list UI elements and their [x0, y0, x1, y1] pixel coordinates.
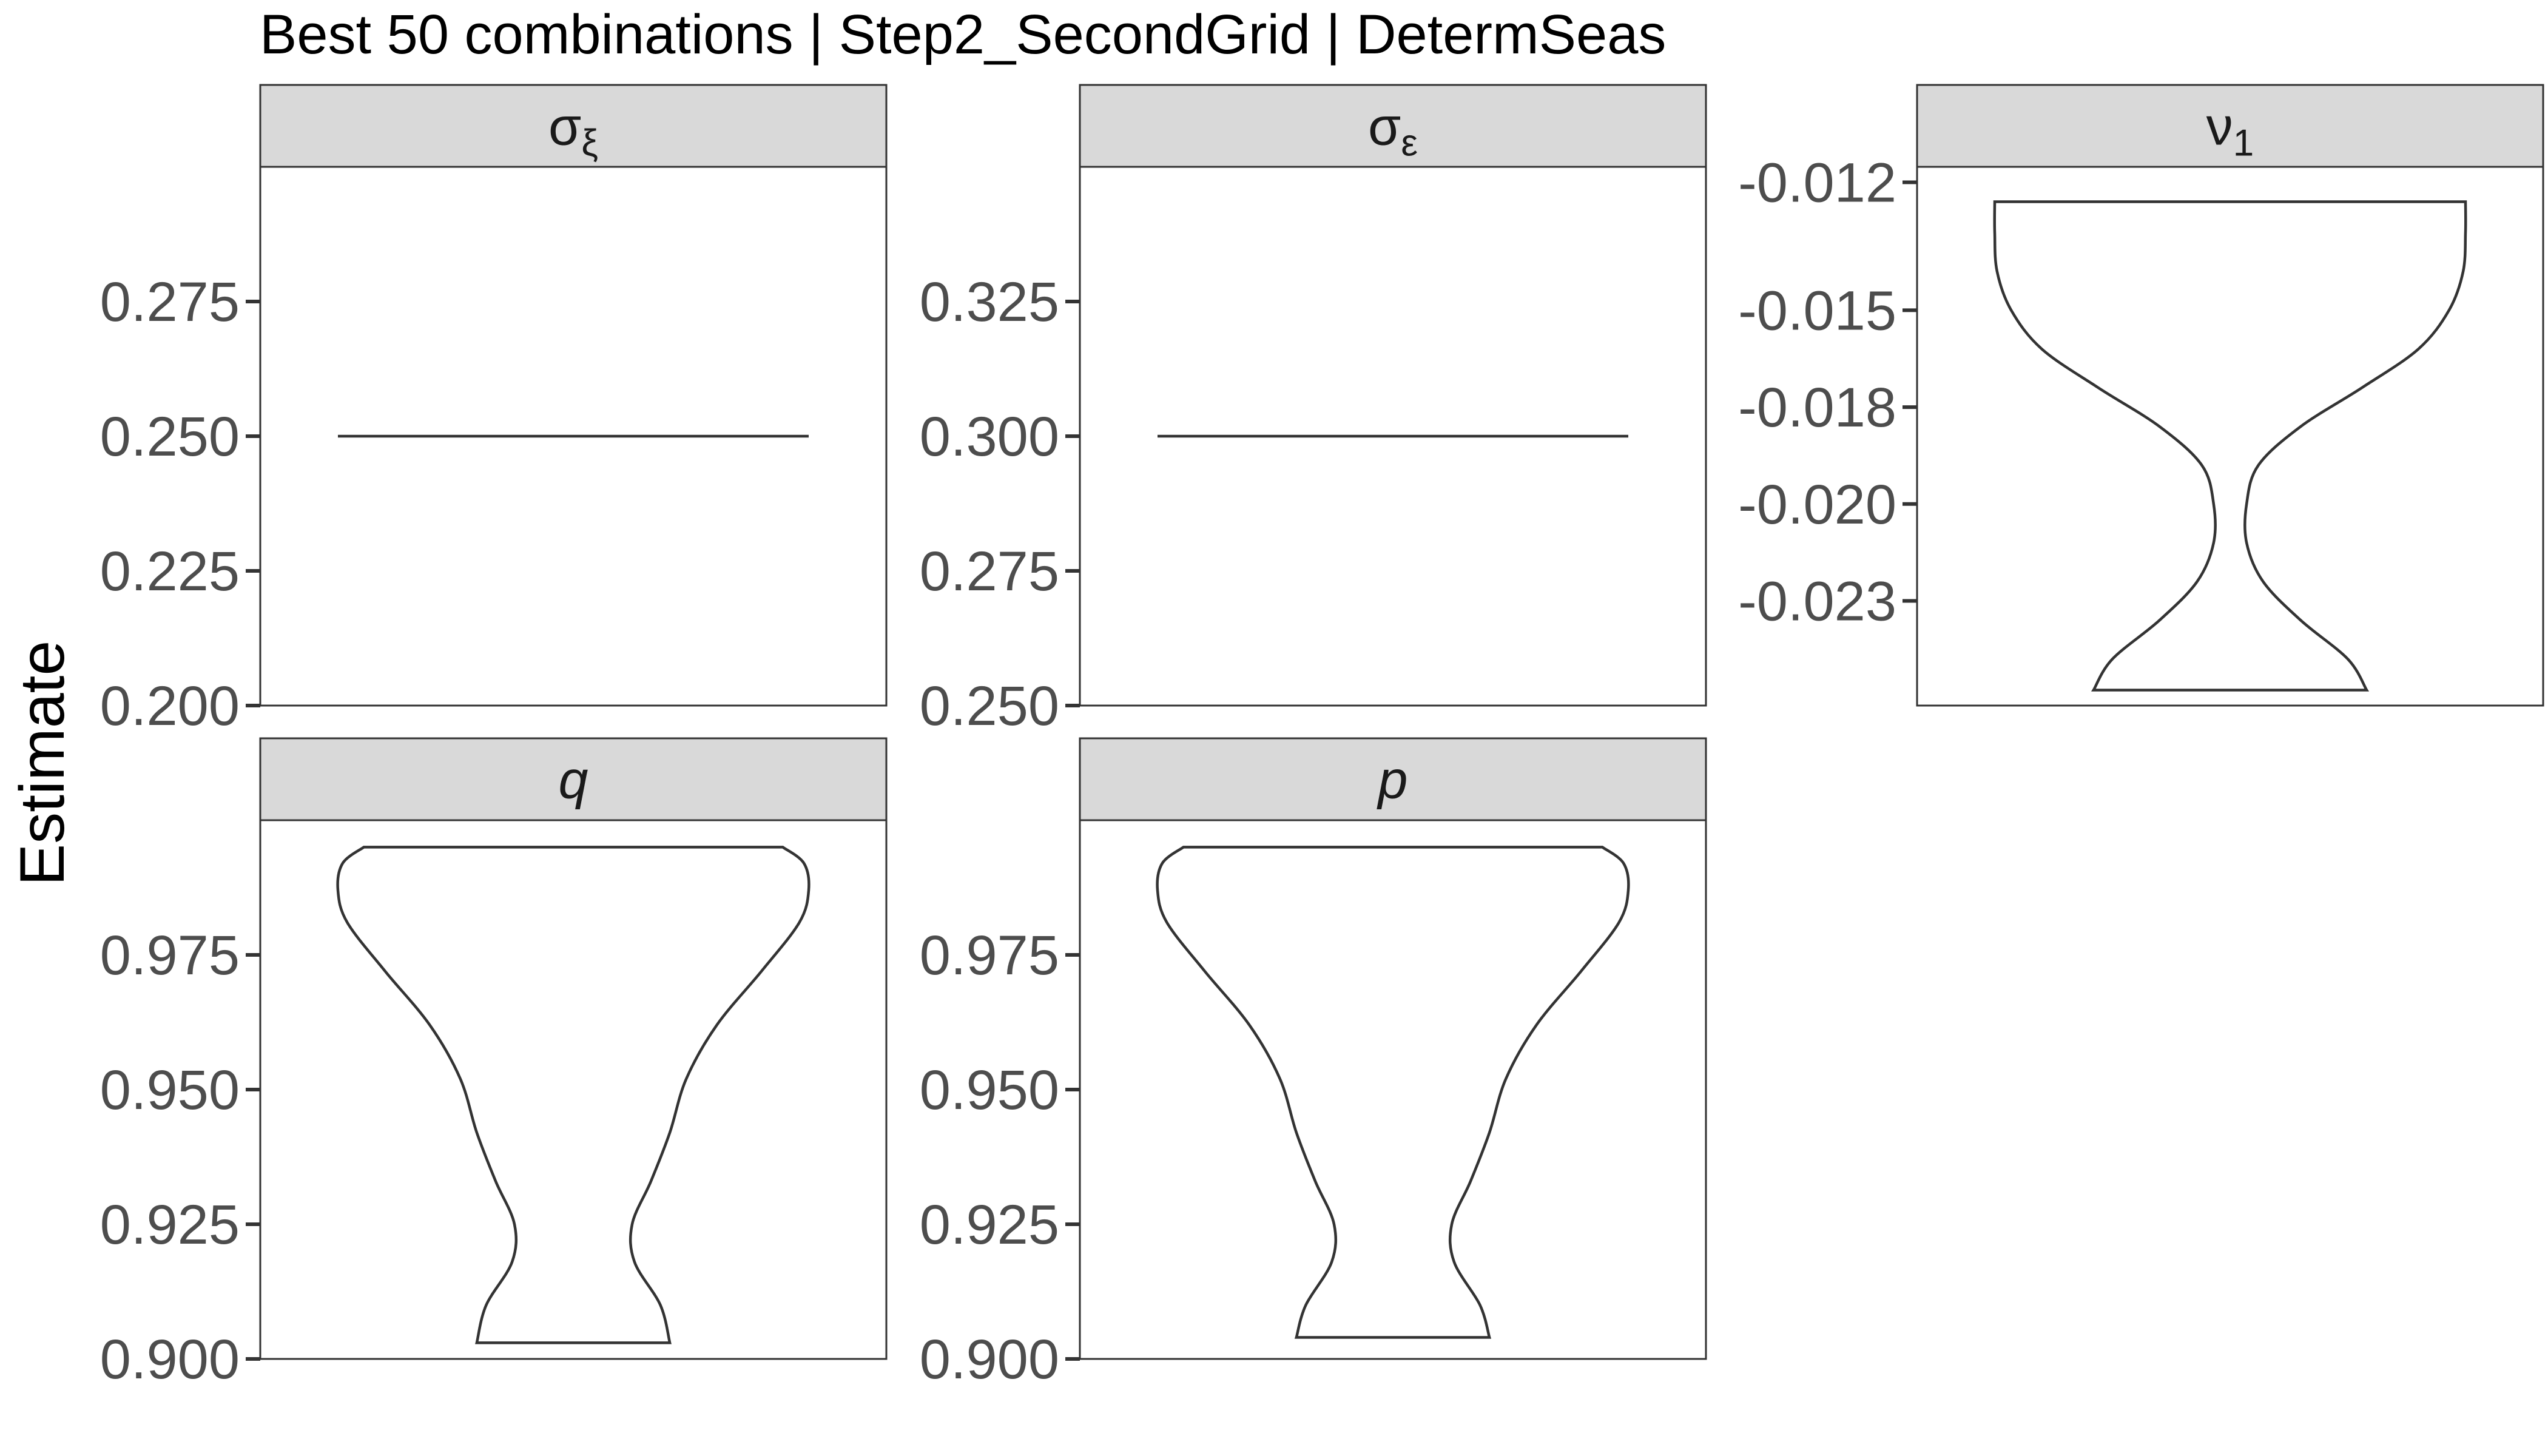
facet-strip [259, 737, 888, 821]
y-tick-label: 0.200 [100, 675, 240, 737]
facet-panel: σξ 0.200 0.225 0.250 0.275 [100, 84, 888, 737]
facet-strip-label: q [559, 750, 588, 810]
facet-strip [259, 84, 888, 168]
y-tick-label: 0.900 [100, 1329, 240, 1390]
facet-panels: σξ 0.200 0.225 0.250 0.275 σε 0.250 0.275 0.300 0… [100, 84, 2544, 1390]
y-tick-label: -0.020 [1738, 474, 1896, 536]
facet-strip-label: σξ [548, 96, 598, 164]
y-tick-label: 0.275 [100, 271, 240, 333]
facet-panel: q 0.900 0.925 0.950 0.975 [100, 737, 888, 1390]
facet-strip [1079, 737, 1707, 821]
facet-strip [1916, 84, 2544, 168]
y-tick-label: 0.250 [100, 406, 240, 468]
y-tick-label: -0.023 [1738, 571, 1896, 633]
y-tick-label: 0.925 [100, 1194, 240, 1256]
y-axis-label: Estimate [7, 641, 78, 886]
facet-panel: ν1 -0.023 -0.020 -0.018 -0.015 -0.012 [1738, 84, 2544, 707]
facet-strip-label: ν1 [2206, 96, 2254, 164]
facet-panel: p 0.900 0.925 0.950 0.975 [920, 737, 1707, 1390]
violin-shape [1993, 200, 2467, 692]
y-tick-label: 0.900 [920, 1329, 1059, 1390]
y-tick-label: 0.975 [100, 925, 240, 986]
y-tick-label: 0.950 [100, 1059, 240, 1121]
facet-panel: σε 0.250 0.275 0.300 0.325 [920, 84, 1707, 737]
facet-strip [1079, 84, 1707, 168]
y-tick-label: -0.015 [1738, 280, 1896, 342]
y-tick-label: 0.925 [920, 1194, 1059, 1256]
facet-strip-label: σε [1368, 96, 1418, 164]
chart-title: Best 50 combinations | Step2_SecondGrid … [260, 4, 1666, 66]
violin-shape [336, 846, 811, 1344]
y-tick-label: 0.275 [920, 541, 1059, 602]
violin-shape [1156, 846, 1630, 1339]
y-tick-label: 0.325 [920, 271, 1059, 333]
y-tick-label: 0.250 [920, 675, 1059, 737]
y-tick-label: 0.975 [920, 925, 1059, 986]
facet-strip-label: p [1377, 750, 1408, 810]
y-tick-label: 0.225 [100, 541, 240, 602]
y-tick-label: 0.300 [920, 406, 1059, 468]
y-tick-label: -0.012 [1738, 152, 1896, 214]
y-tick-label: -0.018 [1738, 377, 1896, 439]
y-tick-label: 0.950 [920, 1059, 1059, 1121]
